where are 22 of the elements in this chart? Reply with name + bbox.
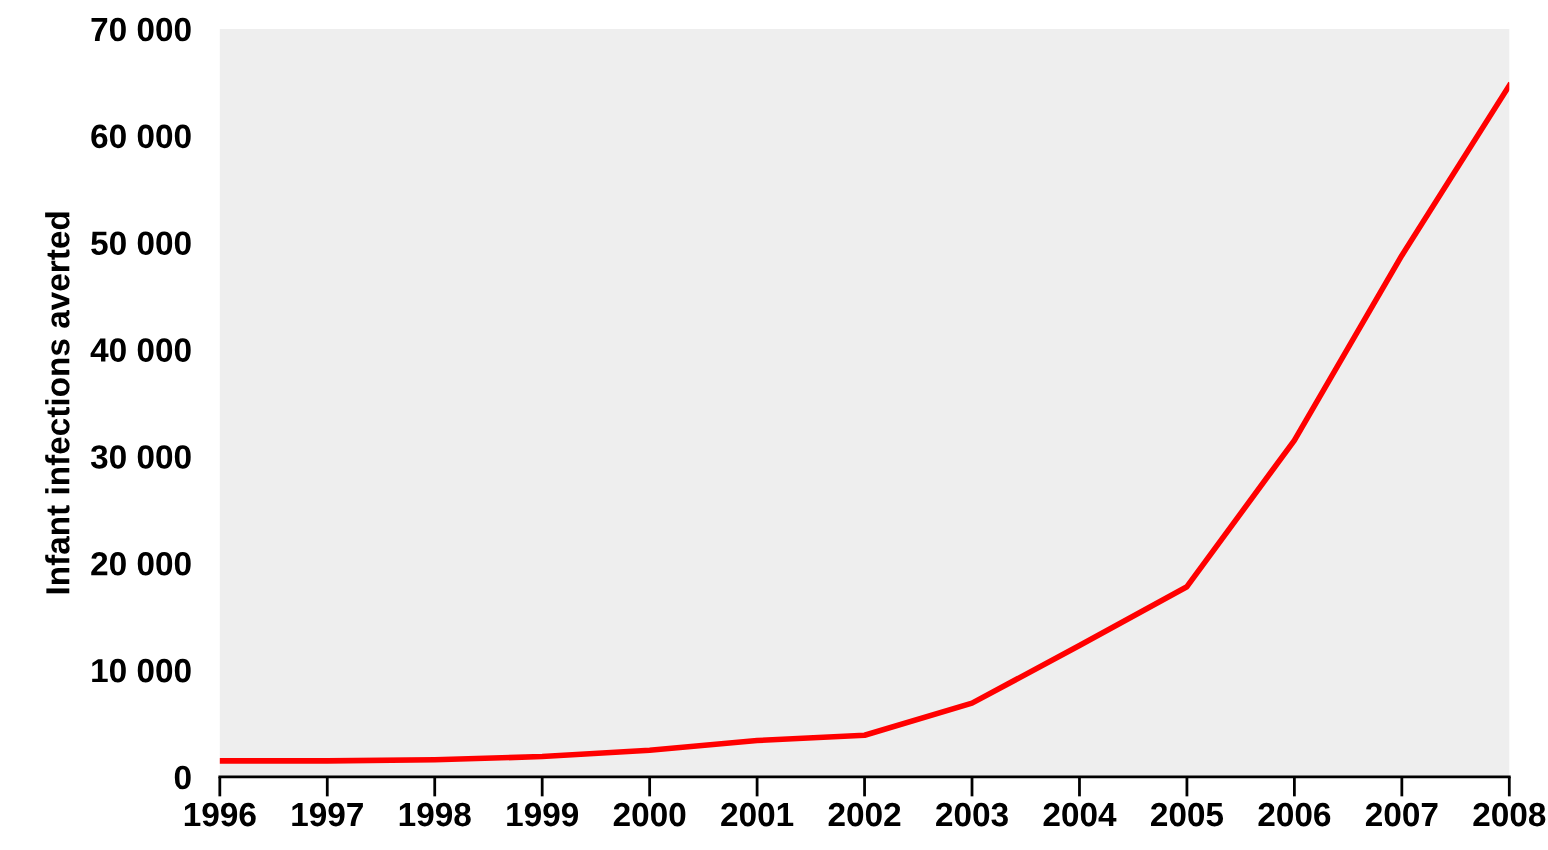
x-tick-label: 2005 — [1151, 802, 1224, 827]
x-tick-label: 1997 — [292, 802, 363, 827]
x-tick-label: 2003 — [936, 802, 1008, 827]
y-tick-label: 70 000 — [91, 17, 191, 42]
x-tick-label: 2000 — [613, 802, 686, 827]
x-tick-label: 2001 — [721, 802, 794, 827]
x-tick-label: 2004 — [1043, 802, 1117, 827]
x-tick-label: 1996 — [184, 802, 256, 827]
y-tick-label: 50 000 — [91, 231, 191, 256]
x-tick-label: 2007 — [1365, 802, 1438, 827]
y-tick-label: 20 000 — [91, 551, 191, 576]
x-tick-label: 2008 — [1473, 802, 1546, 827]
y-tick-label: 10 000 — [92, 658, 191, 683]
x-tick-label: 1998 — [399, 802, 471, 827]
y-tick-label: 30 000 — [90, 445, 191, 469]
x-tick-label: 2006 — [1258, 802, 1331, 827]
x-tick-label: 1999 — [507, 802, 579, 827]
x-tick-label: 2002 — [828, 802, 901, 827]
y-tick-label: 60 000 — [91, 124, 191, 149]
y-tick-label: 0 — [174, 765, 191, 790]
y-axis-title: Infant infections averted — [45, 212, 70, 594]
y-tick-label: 40 000 — [90, 338, 191, 362]
